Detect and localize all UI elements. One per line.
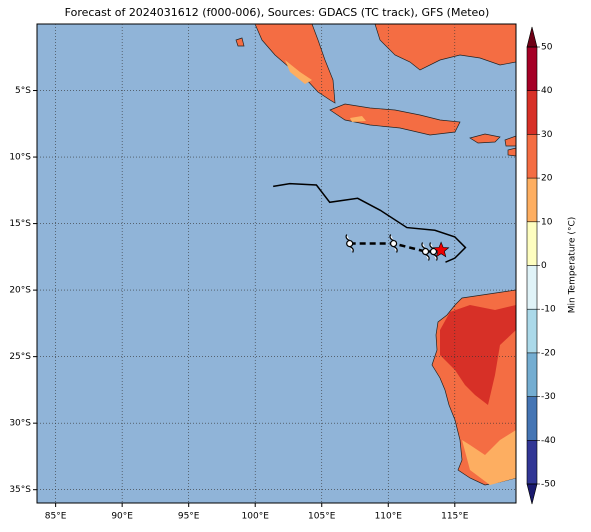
colorbar-tick-label: -40: [541, 436, 556, 446]
colorbar-tick-label: 30: [541, 130, 553, 140]
colorbar-band: [527, 178, 537, 222]
land: [235, 23, 517, 486]
colorbar-band: [527, 440, 537, 484]
cyclone-symbol: [429, 242, 438, 261]
colorbar-band: [527, 352, 537, 397]
axes-frame: [36, 23, 517, 504]
colorbar-label: Min Temperature (°C): [568, 217, 578, 314]
y-tick-label: 35°S: [9, 485, 31, 495]
x-tick-label: 95°E: [178, 512, 200, 522]
x-tick-label: 105°E: [308, 512, 336, 522]
current-position: [432, 241, 450, 258]
colorbar-band: [527, 309, 537, 353]
colorbar-extend: [526, 483, 538, 505]
past-track: [273, 182, 467, 263]
x-tick-label: 115°E: [441, 512, 469, 522]
colorbar-tick-label: -30: [541, 392, 556, 402]
cyclone-symbol: [421, 242, 430, 261]
x-tick-label: 85°E: [45, 512, 67, 522]
colorbar-tick-label: -50: [541, 480, 556, 490]
y-tick-label: 20°S: [9, 286, 31, 296]
y-tick-label: 30°S: [9, 419, 31, 429]
colorbar-tick-label: 10: [541, 217, 553, 227]
y-tick-label: 25°S: [9, 352, 31, 362]
colorbar-tick-label: 50: [541, 43, 553, 53]
colorbar-tick-label: 20: [541, 174, 553, 184]
ocean: [37, 24, 516, 503]
colorbar-tick-label: -10: [541, 305, 556, 315]
colorbar-band: [527, 90, 537, 135]
chart-title: Forecast of 2024031612 (f000-006), Sourc…: [65, 6, 490, 19]
colorbar-tick-label: -20: [541, 348, 556, 358]
x-tick-label: 100°E: [242, 512, 270, 522]
x-tick-label: 90°E: [111, 512, 133, 522]
cyclone-symbol: [389, 234, 398, 253]
colorbar-extend: [526, 26, 538, 48]
y-tick-label: 10°S: [9, 153, 31, 163]
colorbar-tick-label: 0: [541, 261, 547, 271]
colorbar-tick-label: 40: [541, 86, 553, 96]
colorbar-band: [527, 47, 537, 91]
y-tick-label: 5°S: [15, 86, 31, 96]
colorbar-band: [527, 221, 537, 266]
colorbar-band: [527, 134, 537, 179]
x-tick-label: 110°E: [375, 512, 403, 522]
colorbar-band: [527, 396, 537, 441]
cyclone-symbol: [345, 234, 354, 253]
y-tick-label: 15°S: [9, 219, 31, 229]
colorbar-band: [527, 265, 537, 310]
